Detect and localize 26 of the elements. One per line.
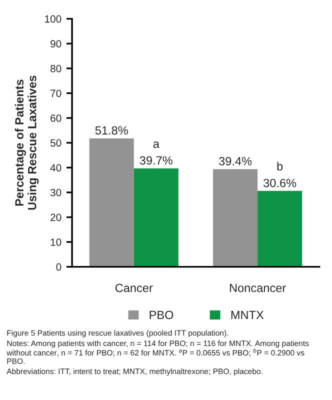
y-tick-label: 100 xyxy=(45,15,62,23)
data-label: 30.6% xyxy=(264,178,296,188)
bar xyxy=(89,138,134,267)
y-tick-label: 90 xyxy=(50,40,62,48)
data-label: 39.7% xyxy=(140,156,172,165)
y-tick-label: 0 xyxy=(56,263,62,271)
y-tick-label: 30 xyxy=(50,188,62,196)
data-label: 39.4% xyxy=(219,157,252,166)
data-label: 51.8% xyxy=(95,126,128,135)
x-tick-label: Cancer xyxy=(115,284,153,292)
y-tick-label: 60 xyxy=(50,114,62,122)
bar xyxy=(258,190,302,267)
y-tick-label: 20 xyxy=(50,214,62,222)
annotation: b xyxy=(277,162,283,171)
bar xyxy=(213,169,258,267)
annotation: a xyxy=(153,141,160,148)
y-tick-label: 40 xyxy=(50,164,62,172)
x-tick-label: Noncancer xyxy=(230,284,286,292)
y-tick-label: 80 xyxy=(50,64,62,72)
y-tick-label: 50 xyxy=(50,139,62,147)
bar xyxy=(134,168,178,267)
y-tick-label: 10 xyxy=(50,238,62,246)
legend-label: MNTX xyxy=(231,310,264,319)
legend-label: PBO xyxy=(150,310,174,320)
y-axis-title: Percentage of Patients Using Rescue Laxatives xyxy=(14,76,39,210)
y-tick-label: 70 xyxy=(50,90,62,98)
